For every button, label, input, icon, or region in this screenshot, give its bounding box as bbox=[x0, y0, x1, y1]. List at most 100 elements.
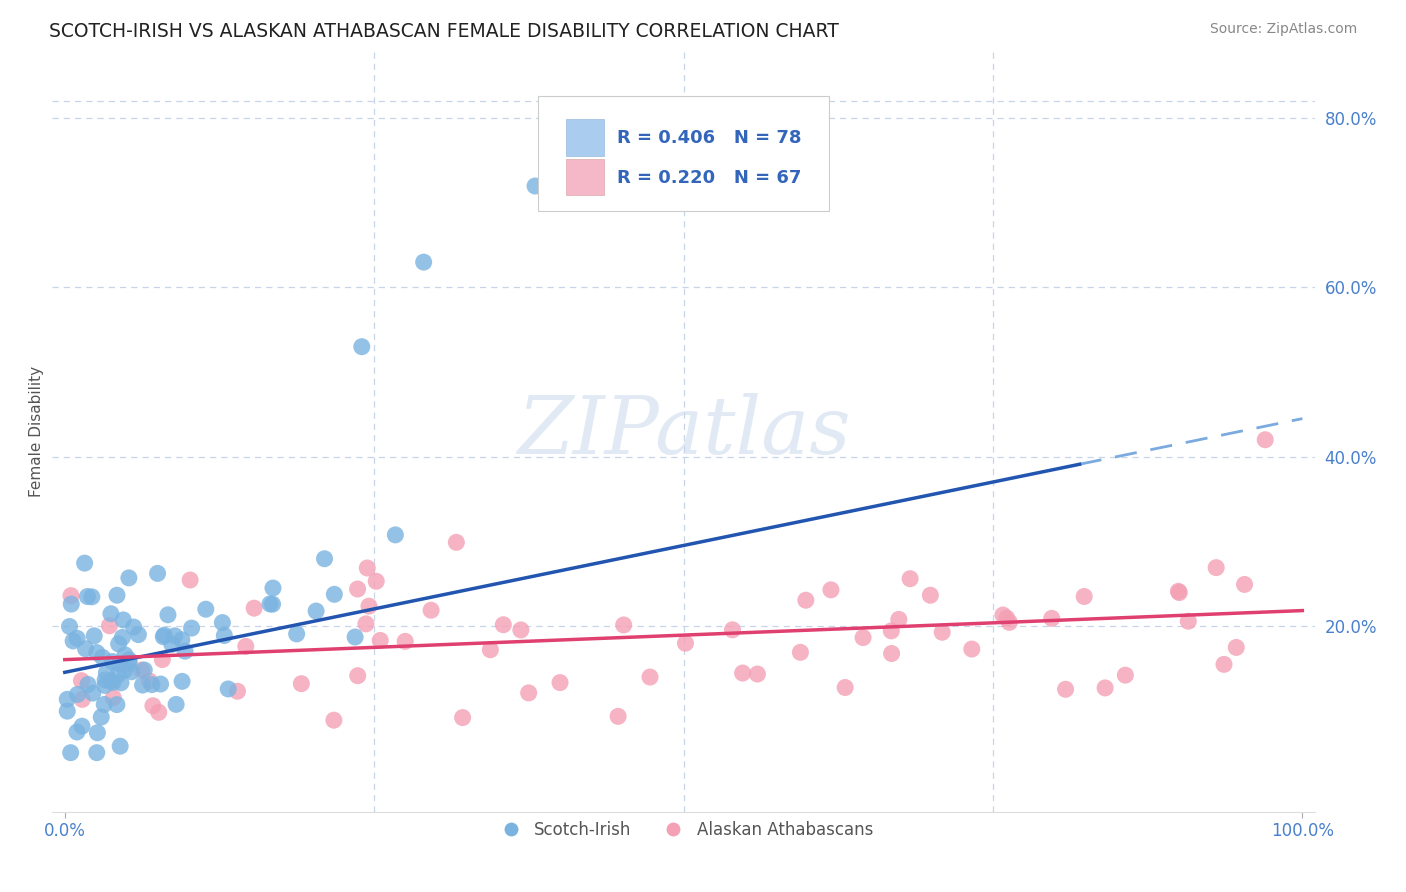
Point bbox=[72, 692, 94, 706]
Point bbox=[1167, 584, 1189, 599]
Point bbox=[76, 590, 98, 604]
Point bbox=[991, 607, 1014, 622]
Point bbox=[852, 631, 875, 645]
Point bbox=[91, 650, 114, 665]
Point bbox=[86, 646, 108, 660]
Point bbox=[394, 634, 416, 648]
Point bbox=[1054, 682, 1077, 697]
Point bbox=[96, 665, 118, 680]
Point bbox=[150, 652, 173, 666]
Point bbox=[322, 713, 344, 727]
Point bbox=[165, 698, 187, 712]
Point bbox=[314, 551, 336, 566]
Point bbox=[731, 666, 754, 681]
Point bbox=[834, 681, 856, 695]
Point bbox=[1073, 590, 1095, 604]
Point bbox=[509, 623, 531, 637]
Point bbox=[357, 599, 380, 614]
Point bbox=[880, 624, 903, 638]
Point bbox=[127, 627, 149, 641]
Point bbox=[366, 574, 388, 589]
Point bbox=[80, 590, 103, 604]
Point bbox=[548, 675, 571, 690]
Point bbox=[285, 627, 308, 641]
Point bbox=[86, 725, 108, 739]
Point bbox=[101, 655, 124, 669]
Point bbox=[146, 566, 169, 581]
Point bbox=[420, 603, 443, 617]
Point bbox=[350, 340, 373, 354]
Point bbox=[62, 634, 84, 648]
Point bbox=[613, 618, 636, 632]
Point bbox=[194, 602, 217, 616]
Point bbox=[1177, 614, 1199, 628]
Point bbox=[960, 642, 983, 657]
Point bbox=[607, 709, 630, 723]
Point bbox=[156, 607, 179, 622]
Point bbox=[100, 673, 122, 688]
Point bbox=[82, 686, 104, 700]
Point bbox=[747, 667, 769, 681]
Point bbox=[214, 628, 236, 642]
Point bbox=[142, 698, 165, 713]
Point bbox=[134, 663, 156, 677]
Point bbox=[995, 611, 1018, 625]
Point bbox=[174, 644, 197, 658]
Point bbox=[153, 628, 176, 642]
Point bbox=[1205, 560, 1227, 574]
Point bbox=[638, 670, 661, 684]
Point bbox=[794, 593, 817, 607]
Point bbox=[179, 573, 201, 587]
Point bbox=[675, 636, 697, 650]
Point bbox=[479, 642, 502, 657]
Point bbox=[412, 255, 434, 269]
Point bbox=[346, 582, 368, 596]
Point bbox=[98, 619, 121, 633]
Point bbox=[152, 630, 174, 644]
Point bbox=[131, 678, 153, 692]
Text: R = 0.406   N = 78: R = 0.406 N = 78 bbox=[617, 129, 801, 147]
Point bbox=[94, 673, 117, 687]
Point bbox=[110, 675, 132, 690]
Point bbox=[931, 625, 953, 640]
Point bbox=[172, 674, 194, 689]
Point bbox=[73, 556, 96, 570]
Text: ZIPatlas: ZIPatlas bbox=[517, 392, 851, 470]
Point bbox=[243, 601, 266, 615]
Point bbox=[211, 615, 233, 630]
Point bbox=[114, 648, 136, 662]
Point bbox=[305, 604, 328, 618]
Point bbox=[90, 710, 112, 724]
Point bbox=[148, 706, 170, 720]
Text: SCOTCH-IRISH VS ALASKAN ATHABASCAN FEMALE DISABILITY CORRELATION CHART: SCOTCH-IRISH VS ALASKAN ATHABASCAN FEMAL… bbox=[49, 22, 839, 41]
Point bbox=[86, 746, 108, 760]
Point bbox=[898, 572, 921, 586]
Point bbox=[66, 632, 89, 646]
Point bbox=[70, 673, 93, 688]
Point bbox=[346, 669, 368, 683]
Point bbox=[93, 698, 115, 712]
Point bbox=[721, 623, 744, 637]
Point bbox=[217, 681, 239, 696]
Y-axis label: Female Disability: Female Disability bbox=[30, 366, 44, 497]
Point bbox=[262, 597, 284, 611]
Point bbox=[105, 698, 128, 712]
FancyBboxPatch shape bbox=[538, 96, 828, 211]
Point bbox=[122, 620, 145, 634]
Point bbox=[56, 692, 79, 706]
Point bbox=[259, 597, 281, 611]
Point bbox=[820, 582, 842, 597]
Point bbox=[60, 597, 83, 611]
Point bbox=[118, 656, 141, 670]
Point bbox=[58, 619, 80, 633]
Point bbox=[235, 640, 257, 654]
Point bbox=[107, 637, 129, 651]
Point bbox=[1233, 577, 1256, 591]
Point bbox=[1254, 433, 1277, 447]
Point bbox=[111, 631, 134, 645]
Point bbox=[108, 739, 131, 754]
Point bbox=[75, 641, 97, 656]
Point bbox=[789, 645, 811, 659]
Point bbox=[131, 663, 153, 677]
Point bbox=[101, 675, 124, 690]
